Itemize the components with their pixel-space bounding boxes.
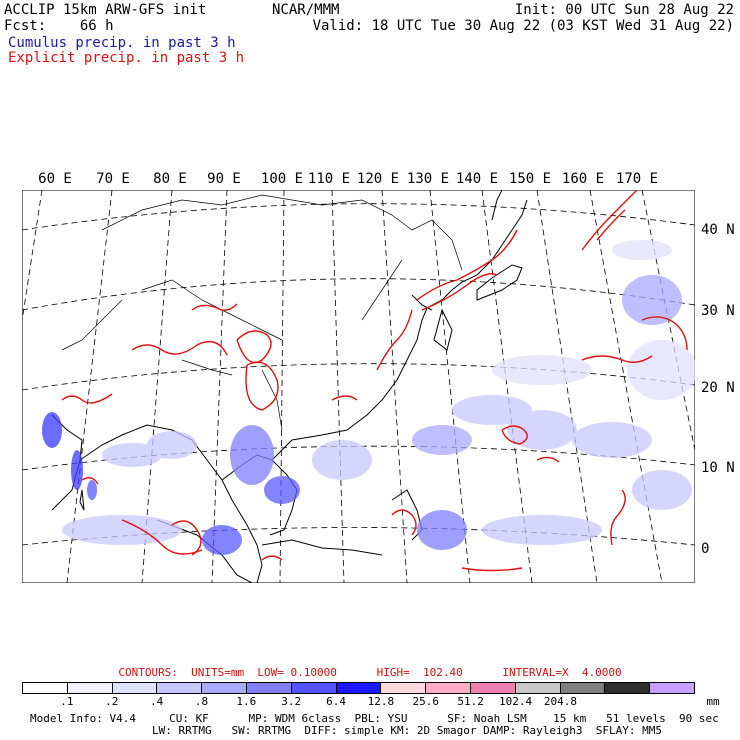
colorbar-tick-label: .4 <box>149 695 164 708</box>
lat-label: 20 N <box>701 380 735 396</box>
init-time: Init: 00 UTC Sun 28 Aug 22 <box>514 2 734 18</box>
colorbar-swatch <box>111 683 157 693</box>
colorbar-swatch <box>23 683 67 693</box>
colorbar-tick-label: 12.8 <box>367 695 395 708</box>
lon-label: 80 E <box>153 171 187 187</box>
colorbar-swatch <box>156 683 202 693</box>
colorbar-tick-label: 3.2 <box>281 695 302 708</box>
colorbar-swatch <box>425 683 470 693</box>
colorbar-swatch <box>380 683 426 693</box>
colorbar-tick-label: 51.2 <box>457 695 484 708</box>
forecast-hour: Fcst: 66 h <box>4 18 114 34</box>
colorbar-swatch <box>245 683 291 693</box>
colorbar-tick-label: .1 <box>60 695 74 708</box>
colorbar-tick-label: 6.4 <box>326 695 346 708</box>
legend-explicit: Explicit precip. in past 3 h <box>8 50 245 66</box>
colorbar-tick-label: .8 <box>194 695 209 708</box>
colorbar-tick-label: 204.8 <box>543 695 577 708</box>
colorbar-tick-label: 102.4 <box>498 695 533 708</box>
precip-map <box>22 190 695 583</box>
center-label: NCAR/MMM <box>272 2 340 18</box>
colorbar-swatch <box>514 683 560 693</box>
colorbar-swatch <box>649 683 694 693</box>
model-info-line2: LW: RRTMG SW: RRTMG DIFF: simple KM: 2D … <box>152 724 662 737</box>
lon-label: 90 E <box>207 171 241 187</box>
colorbar-tick-label: 25.6 <box>412 695 440 708</box>
colorbar-swatch <box>335 683 381 693</box>
colorbar-swatch <box>201 683 246 693</box>
colorbar-unit: mm <box>706 695 720 708</box>
lat-label: 10 N <box>701 460 735 476</box>
lon-label: 150 E <box>508 171 552 187</box>
valid-time: Valid: 18 UTC Tue 30 Aug 22 (03 KST Wed … <box>312 18 734 34</box>
lat-label: 30 N <box>701 303 735 319</box>
lon-label: 130 E <box>406 171 450 187</box>
lon-label: 100 E <box>260 171 304 187</box>
plot-title: ACCLIP 15km ARW-GFS init <box>4 2 207 18</box>
lat-label: 40 N <box>701 222 735 238</box>
lon-label: 120 E <box>356 171 400 187</box>
explicit-precip <box>61 190 688 572</box>
cumulus-precip <box>42 240 695 555</box>
lon-label: 140 E <box>455 171 499 187</box>
lon-label: 110 E <box>307 171 351 187</box>
colorbar-swatch <box>66 683 112 693</box>
lon-label: 160 E <box>561 171 605 187</box>
colorbar-tick-label: 1.6 <box>236 695 257 708</box>
legend-cumulus: Cumulus precip. in past 3 h <box>8 35 236 51</box>
lat-label: 0 <box>701 541 710 557</box>
colorbar-swatch <box>469 683 515 693</box>
colorbar <box>22 682 695 694</box>
colorbar-tick-label: .2 <box>105 695 119 708</box>
colorbar-swatch <box>559 683 605 693</box>
model-info-line1: Model Info: V4.4 CU: KF MP: WDM 6class P… <box>30 712 719 725</box>
lon-label: 170 E <box>615 171 659 187</box>
colorbar-swatch <box>604 683 650 693</box>
contours-info: CONTOURS: UNITS=mm LOW= 0.10000 HIGH= 10… <box>118 666 622 679</box>
colorbar-swatch <box>290 683 336 693</box>
lon-label: 60 E <box>38 171 72 187</box>
lon-label: 70 E <box>96 171 130 187</box>
